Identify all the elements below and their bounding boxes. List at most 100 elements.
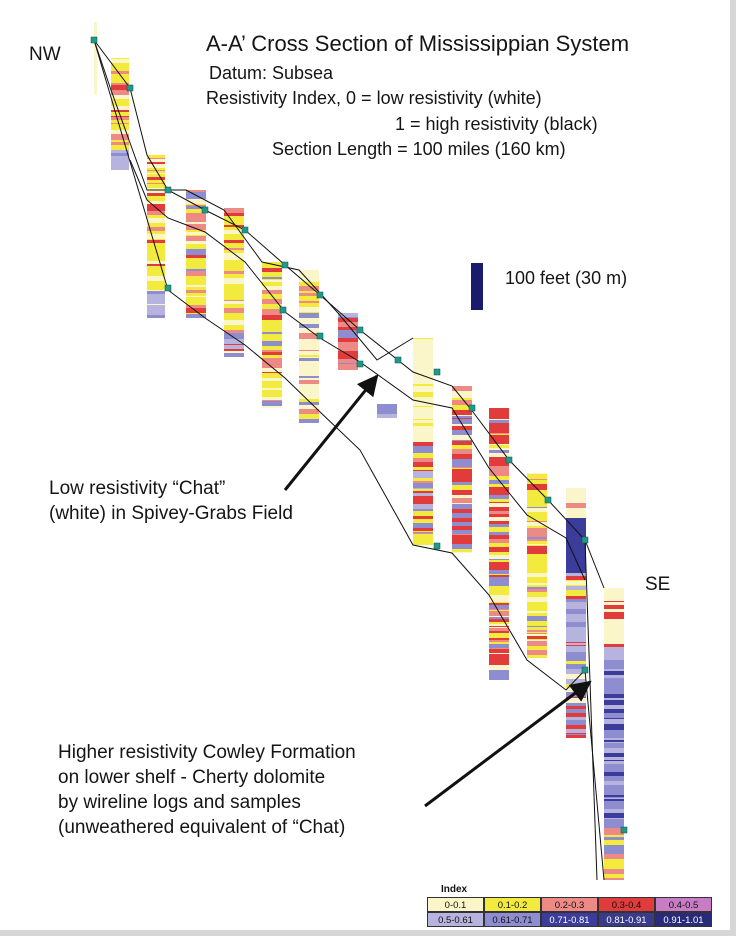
log-band [489,582,509,586]
well-log [377,404,397,418]
log-band [489,453,509,457]
log-band [527,655,547,658]
log-band [527,490,547,491]
log-band [413,358,433,360]
log-band [604,642,624,644]
log-band [186,276,206,279]
log-band [604,602,624,605]
log-band [299,350,319,351]
log-band [224,339,244,341]
log-band [186,297,206,300]
log-band [413,476,433,478]
log-band [489,466,509,471]
log-band [224,330,244,332]
log-band [413,436,433,439]
log-band [111,77,129,79]
log-band [299,421,319,423]
log-band [299,313,319,318]
log-band [489,555,509,559]
log-band [566,581,586,585]
log-band [527,546,547,549]
annotation-arrows-group [283,374,592,808]
log-band [147,315,165,318]
log-band [452,530,472,534]
log-band [604,766,624,768]
log-band [186,244,206,248]
log-band [377,404,397,408]
log-band [604,721,624,724]
log-band [299,301,319,303]
log-band [94,46,97,49]
log-band [147,269,165,274]
log-band [338,329,358,330]
log-band [452,430,472,435]
log-band [604,801,624,805]
log-band [452,482,472,483]
log-band [604,859,624,860]
log-band [413,426,433,431]
log-band [452,518,472,522]
log-band [413,389,433,392]
log-band [338,327,358,329]
log-band [299,270,319,274]
log-band [299,419,319,421]
log-band [147,164,165,168]
log-band [224,292,244,296]
log-band [452,415,472,416]
log-band [489,595,509,598]
log-band [338,369,358,370]
log-band [452,544,472,549]
log-band [299,346,319,350]
log-band [338,351,358,354]
log-band [566,573,586,576]
log-band [413,462,433,467]
log-band [94,68,97,69]
log-band [604,684,624,687]
log-band [413,471,433,476]
log-band [299,418,319,419]
log-band [527,473,547,474]
log-band [527,597,547,598]
log-band [566,720,586,725]
log-band [604,824,624,828]
log-band [262,401,282,406]
log-band [489,562,509,566]
log-band [299,406,319,409]
correlation-line [93,39,605,589]
log-band [566,530,586,535]
formation-top-marker [90,36,98,44]
legend-swatch: 0.91-1.01 [655,912,712,927]
log-band [452,426,472,430]
log-band [186,190,206,192]
well-log [338,313,358,370]
log-band [566,602,586,604]
log-band [338,317,358,318]
log-band [299,312,319,313]
log-band [224,349,244,351]
log-band [186,305,206,308]
log-band [377,417,397,418]
log-band [338,319,358,322]
log-band [489,428,509,433]
log-band [224,240,244,243]
log-band [299,378,319,380]
log-band [604,791,624,795]
log-band [299,279,319,281]
log-band [224,253,244,258]
log-band [224,271,244,274]
log-band [604,835,624,837]
log-band [262,309,282,312]
log-band [186,268,206,269]
log-band [527,508,547,512]
log-band [489,411,509,416]
log-band [186,293,206,296]
log-band [527,489,547,490]
log-band [527,606,547,611]
log-band [604,719,624,721]
log-band [604,694,624,698]
log-band [262,289,282,290]
log-band [452,459,472,462]
formation-top-marker [316,332,324,340]
log-band [489,662,509,663]
log-band [566,515,586,518]
